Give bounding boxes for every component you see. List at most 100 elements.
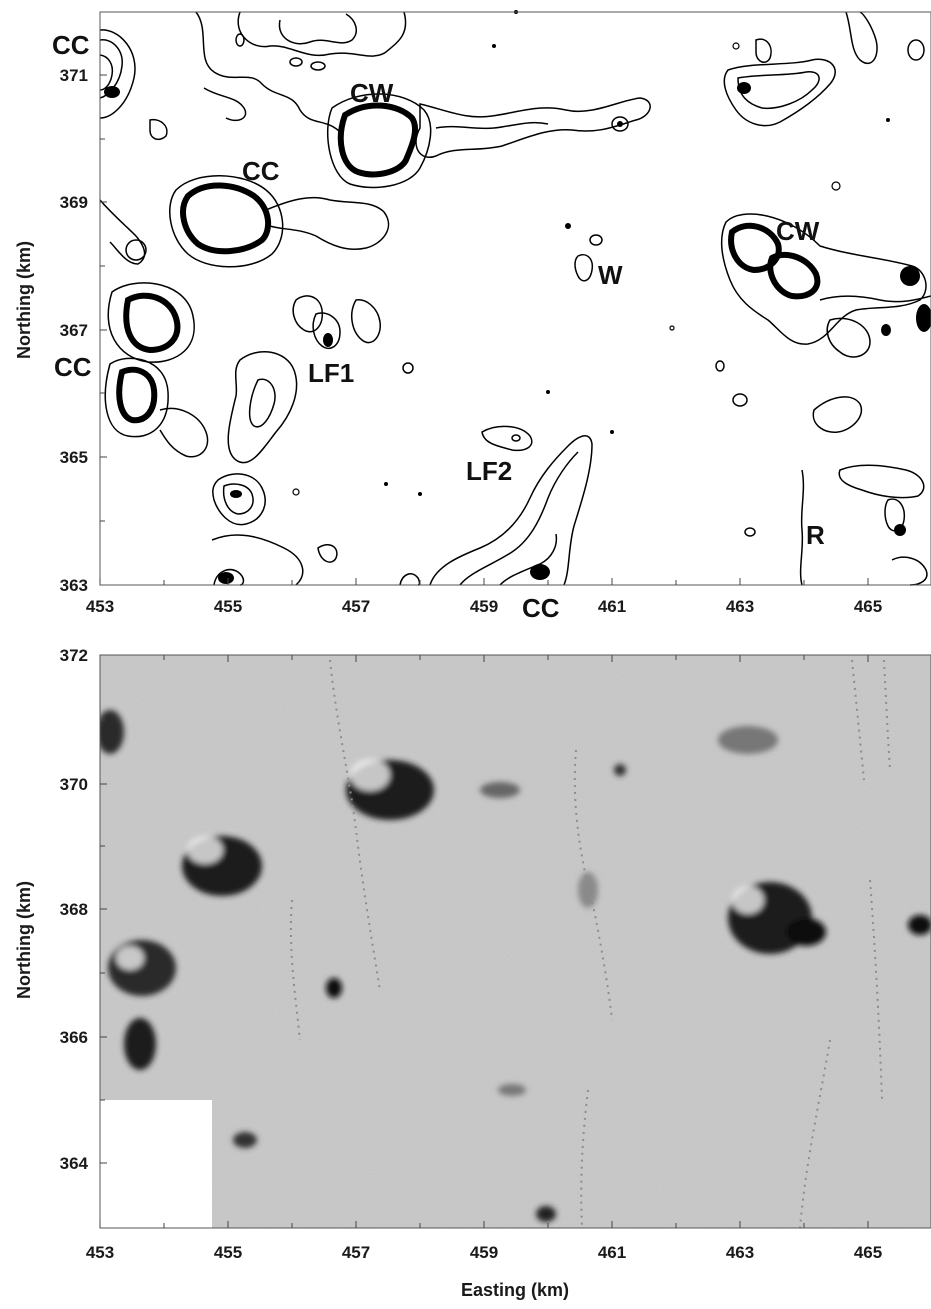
feature-label-r: R	[806, 520, 825, 550]
contour	[565, 223, 571, 229]
contour	[149, 118, 168, 141]
contour	[289, 57, 303, 67]
tick-label: 459	[470, 1243, 498, 1262]
contour	[237, 11, 407, 57]
contour	[99, 54, 114, 91]
contour	[737, 71, 820, 110]
tick-label: 457	[342, 1243, 370, 1262]
contour	[530, 564, 550, 580]
contour	[492, 44, 496, 48]
contour	[845, 11, 878, 65]
contour	[104, 86, 120, 98]
contour	[107, 282, 195, 363]
contour	[123, 292, 181, 354]
feature-label-lf1: LF1	[308, 358, 354, 388]
contour	[481, 425, 533, 452]
tick-label: 369	[60, 193, 88, 212]
contour	[611, 116, 629, 132]
contour	[723, 58, 836, 127]
contour	[831, 181, 841, 191]
contour	[589, 234, 603, 246]
feature-label-cc: CC	[522, 593, 560, 623]
contour	[826, 317, 871, 358]
tick-label: 461	[598, 1243, 626, 1262]
contour	[907, 39, 925, 61]
relief-lineaments	[289, 659, 891, 1228]
contour	[292, 488, 300, 496]
contour	[881, 324, 891, 336]
contour	[900, 266, 920, 286]
contour	[326, 93, 432, 189]
contour	[235, 33, 245, 47]
contour-lines	[99, 10, 931, 586]
top-y-axis-title: Northing (km)	[14, 241, 34, 359]
contour	[218, 572, 234, 584]
contour	[159, 407, 209, 458]
contour	[203, 87, 247, 122]
contour	[669, 325, 675, 331]
contour	[180, 182, 272, 255]
contour	[546, 390, 550, 394]
contour	[99, 199, 146, 265]
contour	[435, 121, 549, 130]
contour	[755, 38, 772, 63]
no-data-area	[100, 1100, 212, 1228]
contour	[732, 42, 740, 50]
shaded-relief-panel: 453 455 457 459 461 463 465 372 370 368 …	[14, 646, 931, 1300]
feature-label-w: W	[598, 260, 623, 290]
contour	[350, 299, 381, 344]
contour	[278, 13, 357, 45]
contour	[227, 351, 298, 464]
bottom-ticks	[99, 655, 869, 1228]
contour	[222, 483, 254, 515]
contour	[125, 239, 147, 261]
contour	[230, 490, 242, 498]
contour	[511, 434, 521, 442]
contour	[812, 396, 863, 433]
contour	[767, 251, 821, 300]
contour	[894, 524, 906, 536]
contour	[292, 295, 323, 333]
feature-label-cc: CC	[52, 30, 90, 60]
feature-label-cc: CC	[242, 156, 280, 186]
tick-label: 371	[60, 66, 88, 85]
relief-anomalies	[100, 710, 931, 1222]
relief-frame	[99, 654, 931, 1229]
tick-label: 461	[598, 597, 626, 616]
tick-label: 457	[342, 597, 370, 616]
tick-label: 366	[60, 1028, 88, 1047]
tick-label: 453	[86, 597, 114, 616]
contour	[399, 573, 421, 586]
contour	[891, 556, 928, 586]
contour	[459, 451, 579, 586]
contour	[732, 393, 748, 407]
feature-label-lf2: LF2	[466, 456, 512, 486]
tick-label: 372	[60, 646, 88, 665]
contour	[415, 97, 651, 159]
contour	[337, 102, 418, 178]
contour	[720, 213, 927, 345]
contour	[265, 196, 390, 250]
contour	[838, 464, 925, 499]
contour	[574, 254, 594, 282]
contour	[169, 175, 284, 268]
contour	[195, 11, 341, 133]
tick-label: 370	[60, 775, 88, 794]
contour	[737, 82, 751, 94]
contour	[99, 29, 136, 119]
tick-label: 455	[214, 597, 242, 616]
tick-label: 363	[60, 576, 88, 595]
x-axis-title: Easting (km)	[461, 1280, 569, 1300]
contour	[886, 118, 890, 122]
feature-label-cc: CC	[54, 352, 92, 382]
tick-label: 463	[726, 597, 754, 616]
contour	[402, 362, 414, 374]
contour	[213, 568, 245, 586]
tick-label: 465	[854, 597, 882, 616]
contour-map-frame	[99, 11, 931, 586]
tick-label: 455	[214, 1243, 242, 1262]
tick-label: 459	[470, 597, 498, 616]
contour	[916, 304, 931, 332]
tick-label: 453	[86, 1243, 114, 1262]
contour	[248, 378, 276, 428]
